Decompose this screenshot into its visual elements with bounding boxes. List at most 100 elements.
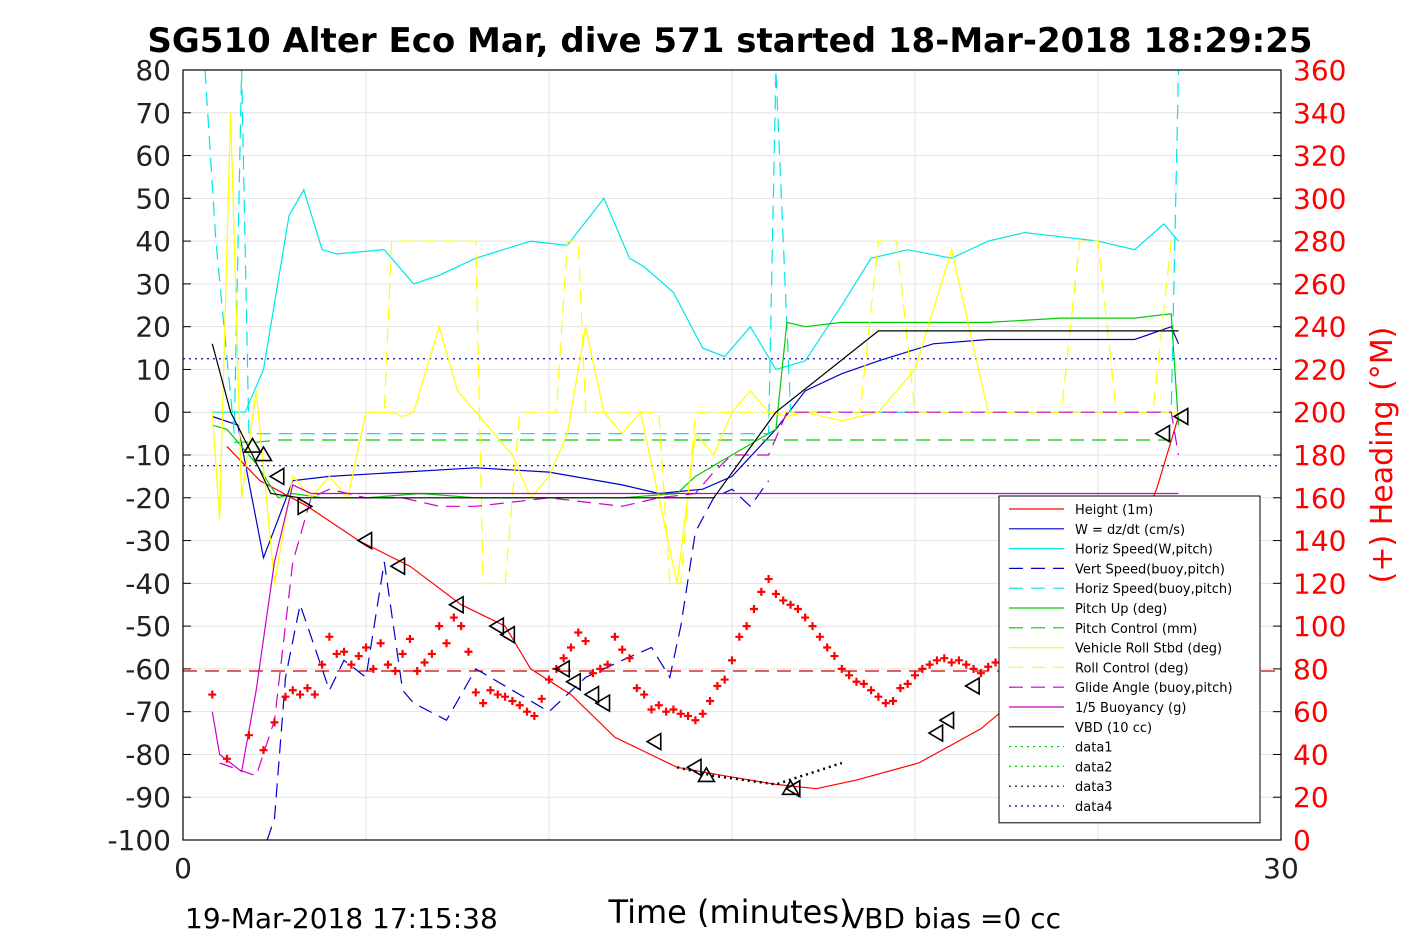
y-axis-left: -100-90-80-70-60-50-40-30-20-10010203040… — [107, 54, 191, 857]
heading-point — [742, 622, 751, 631]
heading-point — [332, 649, 341, 658]
heading-point — [208, 690, 217, 699]
y-tick-right-label: 60 — [1293, 696, 1329, 729]
heading-point — [222, 754, 231, 763]
x-tick-label: 0 — [174, 852, 192, 885]
heading-point — [530, 711, 539, 720]
legend-label: data2 — [1075, 760, 1113, 775]
legend-label: Pitch Control (mm) — [1075, 622, 1197, 637]
heading-point — [889, 696, 898, 705]
heading-point — [449, 613, 458, 622]
triangle-marker — [938, 710, 955, 730]
heading-point — [383, 660, 392, 669]
heading-point — [581, 637, 590, 646]
heading-point — [815, 632, 824, 641]
triangle-marker — [254, 445, 273, 462]
y-tick-right-label: 280 — [1293, 225, 1346, 258]
y-tick-right-label: 360 — [1293, 54, 1346, 87]
y-tick-left-label: 20 — [135, 311, 171, 344]
heading-point — [969, 664, 978, 673]
heading-point — [464, 647, 473, 656]
legend-label: Glide Angle (buoy,pitch) — [1075, 681, 1233, 696]
heading-point — [830, 652, 839, 661]
series-line-6 — [234, 439, 1179, 443]
heading-point — [757, 587, 766, 596]
series-line-1 — [212, 325, 1180, 560]
heading-point — [603, 660, 612, 669]
heading-point — [420, 658, 429, 667]
heading-point — [281, 692, 290, 701]
heading-point — [318, 660, 327, 669]
legend-label: W = dz/dt (cm/s) — [1075, 523, 1185, 538]
heading-point — [435, 622, 444, 631]
y-tick-right-label: 140 — [1293, 525, 1346, 558]
heading-point — [874, 692, 883, 701]
triangle-marker — [594, 693, 611, 713]
heading-point — [625, 654, 634, 663]
y-tick-left-label: 30 — [135, 268, 171, 301]
y-tick-left-label: 10 — [135, 353, 171, 386]
y-tick-right-label: 0 — [1293, 824, 1311, 857]
heading-point — [786, 600, 795, 609]
y-tick-left-label: -90 — [125, 781, 171, 814]
heading-point — [559, 654, 568, 663]
heading-point — [801, 613, 810, 622]
heading-point — [918, 664, 927, 673]
series-line-4 — [204, 69, 1180, 435]
triangle-marker — [1154, 424, 1171, 444]
x-tick-label: 30 — [1263, 852, 1299, 885]
heading-point — [859, 679, 868, 688]
triangle-marker — [781, 779, 800, 796]
triangle-marker — [499, 625, 516, 645]
heading-point — [911, 671, 919, 680]
heading-point — [523, 707, 532, 716]
heading-point — [808, 622, 817, 631]
triangle-marker — [784, 779, 801, 799]
series-line-10 — [211, 484, 1179, 773]
y-tick-right-label: 180 — [1293, 439, 1346, 472]
x-axis-label: Time (minutes) — [608, 893, 852, 931]
heading-point — [398, 649, 407, 658]
y-tick-left-label: 60 — [135, 140, 171, 173]
legend: Height (1m) W = dz/dt (cm/s) Horiz Speed(W… — [998, 495, 1261, 824]
y-tick-right-label: 200 — [1293, 396, 1346, 429]
chart-title: SG510 Alter Eco Mar, dive 571 started 18… — [147, 21, 1312, 61]
heading-point — [947, 658, 956, 667]
y-axis-right-label: (+) Heading (°M) — [1365, 327, 1400, 584]
legend-label: Roll Control (deg) — [1075, 661, 1189, 676]
y-tick-left-label: -70 — [125, 696, 171, 729]
heading-point — [896, 684, 905, 693]
y-tick-right-label: 320 — [1293, 140, 1346, 173]
series-line-5 — [212, 313, 1180, 499]
heading-point — [618, 645, 627, 654]
heading-point — [354, 652, 363, 661]
legend-label: VBD (10 cc) — [1075, 721, 1152, 736]
heading-point — [691, 716, 700, 725]
heading-point — [749, 605, 758, 613]
heading-point — [793, 605, 802, 613]
heading-point — [764, 575, 773, 584]
triangle-marker — [1172, 407, 1189, 426]
heading-point — [362, 643, 370, 652]
heading-point — [632, 684, 641, 693]
legend-label: data3 — [1075, 780, 1113, 795]
legend-label: data1 — [1075, 741, 1113, 756]
legend-label: Vert Speed(buoy,pitch) — [1075, 562, 1225, 577]
heading-point — [303, 684, 312, 693]
heading-point — [706, 696, 715, 705]
heading-point — [479, 699, 488, 708]
heading-point — [962, 660, 971, 669]
y-tick-right-label: 240 — [1293, 311, 1346, 344]
y-tick-right-label: 80 — [1293, 653, 1329, 686]
y-tick-left-label: -80 — [125, 738, 171, 771]
y-tick-left-label: -60 — [125, 653, 171, 686]
y-tick-right-label: 260 — [1293, 268, 1346, 301]
series-line-2 — [212, 188, 1179, 413]
series-group — [204, 69, 1180, 841]
triangle-marker — [565, 672, 582, 692]
heading-point — [369, 664, 378, 673]
heading-point — [823, 643, 832, 652]
heading-point — [442, 639, 451, 648]
heading-point — [662, 707, 671, 716]
triangle-marker — [696, 766, 716, 783]
